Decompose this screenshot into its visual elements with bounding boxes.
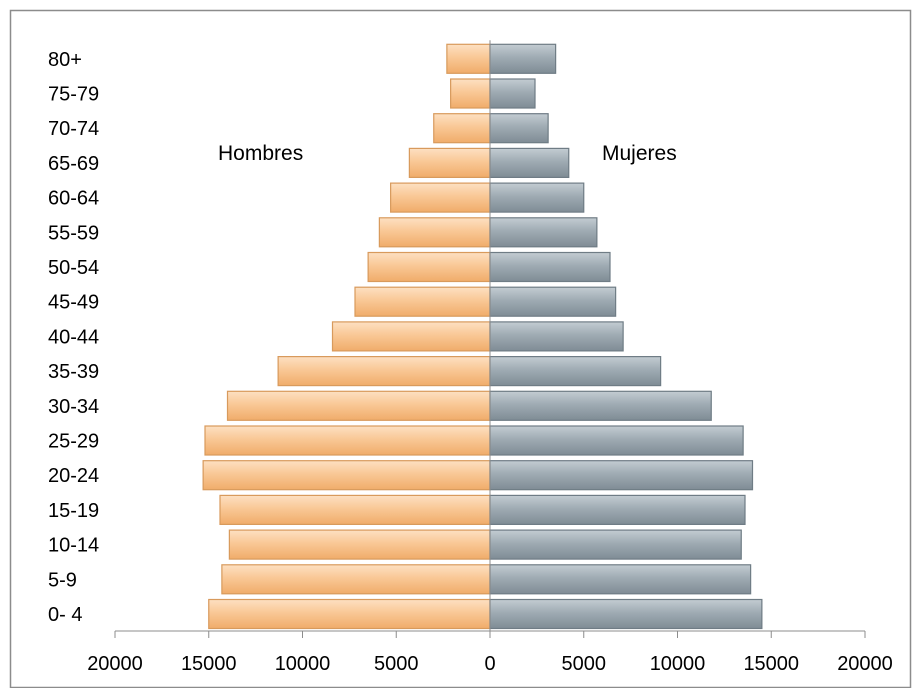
x-tick-label: 15000: [181, 653, 237, 675]
bar-mujeres: [489, 356, 662, 387]
age-group-label: 35-39: [48, 361, 99, 383]
series-label-hombres: Hombres: [218, 142, 303, 165]
age-group-label: 30-34: [48, 396, 99, 418]
age-group-label: 15-19: [48, 500, 99, 522]
bar-mujeres: [489, 390, 712, 421]
age-group-label: 65-69: [48, 153, 99, 175]
bar-hombres: [277, 356, 491, 387]
age-group-label: 80+: [48, 49, 82, 71]
bar-hombres: [221, 564, 491, 595]
bar-mujeres: [489, 321, 624, 352]
bar-mujeres: [489, 43, 557, 74]
age-group-label: 45-49: [48, 292, 99, 314]
bar-mujeres: [489, 529, 742, 560]
age-group-label: 25-29: [48, 431, 99, 453]
bar-hombres: [208, 598, 491, 630]
bar-mujeres: [489, 425, 744, 456]
x-tick-label: 5000: [374, 653, 419, 675]
bar-mujeres: [489, 460, 754, 491]
bar-mujeres: [489, 251, 611, 283]
age-group-label: 40-44: [48, 326, 99, 348]
age-group-label: 5-9: [48, 569, 77, 591]
bar-mujeres: [489, 217, 598, 248]
bar-hombres: [390, 182, 491, 213]
age-group-label: 70-74: [48, 118, 99, 140]
bar-mujeres: [489, 113, 549, 144]
bar-mujeres: [489, 78, 536, 109]
age-group-label: 0- 4: [48, 604, 82, 626]
bar-hombres: [202, 460, 491, 491]
bar-hombres: [433, 113, 491, 144]
bar-hombres: [450, 78, 491, 109]
x-axis: 20000 15000 10000 5000 0 5000 10000 15000 20000: [87, 40, 893, 675]
age-group-label: 75-79: [48, 84, 99, 106]
hombres-bars: [202, 43, 491, 630]
mujeres-bars: [489, 43, 763, 630]
series-label-mujeres: Mujeres: [602, 142, 677, 165]
bar-hombres: [354, 286, 491, 317]
bar-mujeres: [489, 564, 752, 595]
bar-hombres: [408, 147, 491, 178]
x-tick-label: 20000: [837, 653, 893, 675]
age-group-label: 20-24: [48, 465, 99, 487]
bar-hombres: [204, 425, 491, 456]
bar-hombres: [331, 321, 491, 352]
bar-hombres: [228, 529, 491, 560]
bar-mujeres: [489, 494, 746, 525]
bar-hombres: [446, 43, 491, 74]
bar-mujeres: [489, 147, 570, 178]
age-group-label: 55-59: [48, 222, 99, 244]
age-group-label: 10-14: [48, 535, 99, 557]
bar-hombres: [367, 251, 491, 283]
x-tick-label: 15000: [743, 653, 799, 675]
bar-hombres: [378, 217, 491, 248]
series-labels: Hombres Mujeres: [218, 142, 677, 165]
age-group-labels: 0- 4 5-9 10-14 15-19 20-24 25-29 30-34 35-39 40-…: [48, 49, 99, 626]
age-group-label: 60-64: [48, 188, 99, 210]
x-tick-label: 5000: [562, 653, 607, 675]
bar-hombres: [219, 494, 491, 525]
x-tick-label: 10000: [275, 653, 331, 675]
age-group-label: 50-54: [48, 257, 99, 279]
bar-hombres: [226, 390, 491, 421]
bar-mujeres: [489, 598, 763, 630]
bar-mujeres: [489, 286, 617, 317]
x-tick-label: 0: [484, 653, 495, 675]
bar-mujeres: [489, 182, 585, 213]
x-tick-label: 10000: [650, 653, 706, 675]
x-tick-label: 20000: [87, 653, 143, 675]
